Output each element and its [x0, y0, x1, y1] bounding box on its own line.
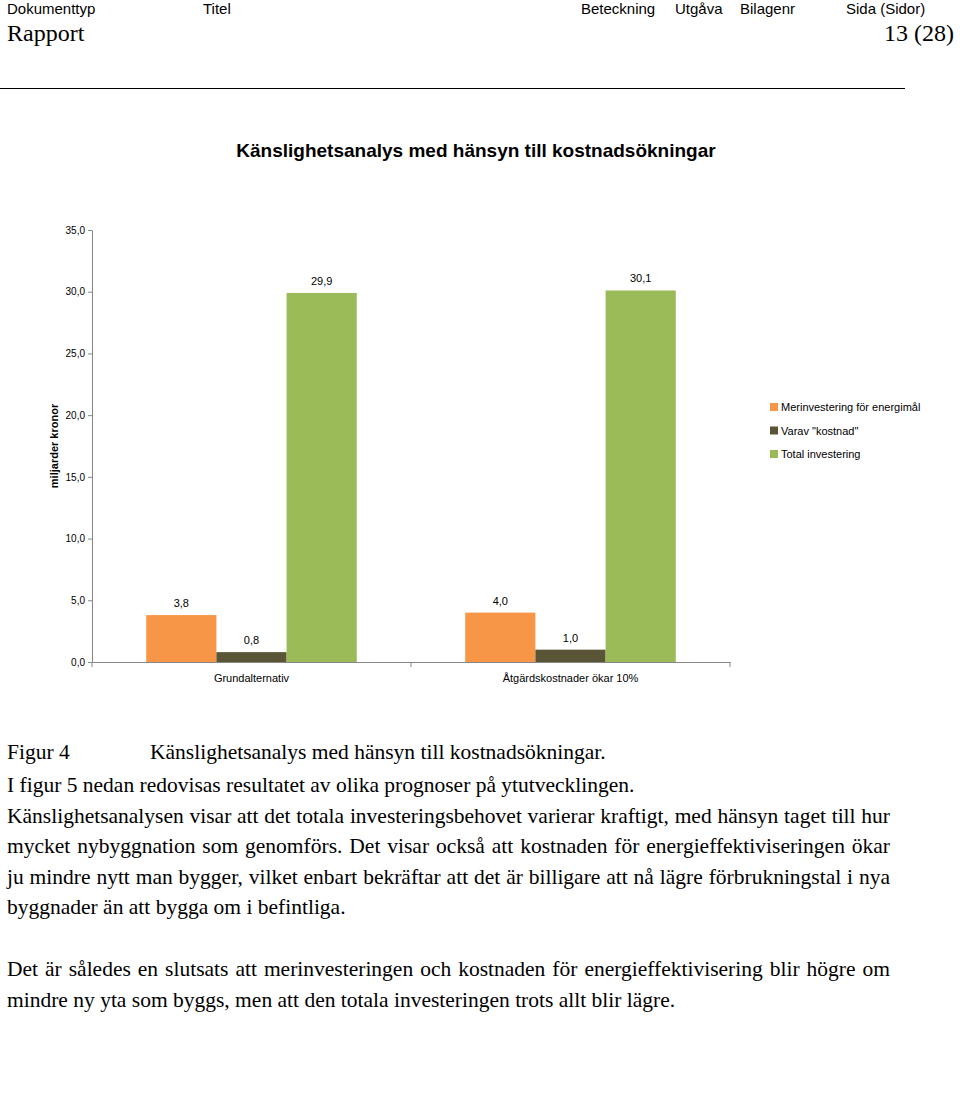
header-field: Utgåva: [675, 0, 723, 17]
y-tick: 25,0: [66, 348, 92, 359]
y-tick: 20,0: [66, 410, 92, 421]
x-tick-label: Åtgärdskostnader ökar 10%: [503, 672, 639, 684]
legend-swatch: [770, 403, 778, 411]
data-labels: 3,8 4,0 0,8 1,0 29,9 30,1: [174, 272, 652, 646]
y-tick: 0,0: [71, 657, 92, 668]
legend-entry: Total investering: [770, 448, 861, 460]
legend-entry: Merinvestering för energimål: [770, 401, 920, 413]
y-tick-mark: [88, 477, 92, 478]
y-tick-mark: [88, 230, 92, 231]
data-label: 3,8: [174, 597, 189, 609]
header-field: Dokumenttyp: [7, 0, 95, 17]
bar: [606, 290, 676, 662]
y-tick-mark: [88, 600, 92, 601]
header-rule: [0, 88, 905, 89]
data-label: 1,0: [563, 632, 578, 644]
header-field: Beteckning: [581, 0, 655, 17]
y-tick: 10,0: [66, 533, 92, 544]
legend: Merinvestering för energimål Varav "kostn…: [770, 401, 920, 460]
chart: Känslighetsanalys med hänsyn till kostna…: [0, 100, 960, 700]
x-tick-mark: [730, 662, 731, 667]
y-axis-line: [92, 231, 93, 663]
y-tick-mark: [88, 292, 92, 293]
y-axis-title: miljarder kronor: [48, 403, 60, 488]
legend-entry: Varav "kostnad": [770, 425, 858, 437]
paragraph: Känslighetsanalysen visar att det totala…: [7, 801, 890, 923]
x-tick-mark: [411, 662, 412, 667]
y-tick-label: 25,0: [66, 348, 86, 359]
x-axis: Grundalternativ Åtgärdskostnader ökar 10%: [92, 662, 731, 684]
x-tick-mark: [92, 662, 93, 667]
y-tick-mark: [88, 353, 92, 354]
bar: [465, 613, 535, 662]
figure-caption: Känslighetsanalys med hänsyn till kostna…: [150, 740, 606, 765]
legend-swatch: [770, 427, 778, 435]
bar: [535, 650, 605, 662]
data-label: 29,9: [311, 275, 332, 287]
chart-title: Känslighetsanalys med hänsyn till kostna…: [236, 140, 716, 161]
legend-label: Total investering: [781, 448, 861, 460]
y-tick-label: 0,0: [71, 657, 85, 668]
y-tick-label: 10,0: [66, 533, 86, 544]
y-tick-label: 15,0: [66, 472, 86, 483]
data-label: 4,0: [493, 595, 508, 607]
body-text: I figur 5 nedan redovisas resultatet av …: [7, 770, 890, 1015]
data-label: 0,8: [244, 634, 259, 646]
y-tick-label: 5,0: [71, 595, 85, 606]
paragraph: I figur 5 nedan redovisas resultatet av …: [7, 770, 890, 801]
header-field: Sida (Sidor): [846, 0, 925, 17]
y-tick-mark: [88, 662, 92, 663]
figure-label: Figur 4: [7, 740, 70, 765]
y-tick-mark: [88, 415, 92, 416]
y-tick-mark: [88, 539, 92, 540]
legend-label: Varav "kostnad": [781, 425, 858, 437]
bar: [146, 615, 216, 662]
header-field: Titel: [203, 0, 231, 17]
x-tick: Åtgärdskostnader ökar 10%: [503, 672, 639, 684]
y-axis: 0,0 5,0 10,0 15,0 20,0 25,0 30,0 35,0: [66, 225, 93, 668]
y-tick-label: 20,0: [66, 410, 86, 421]
legend-swatch: [770, 450, 778, 458]
paragraph: Det är således en slutsats att merinvest…: [7, 954, 890, 1015]
y-tick: 5,0: [71, 595, 92, 606]
y-tick: 15,0: [66, 472, 92, 483]
legend-label: Merinvestering för energimål: [781, 401, 920, 413]
data-label: 30,1: [630, 272, 651, 284]
bar: [287, 293, 357, 662]
y-tick: 35,0: [66, 225, 92, 236]
y-tick-label: 35,0: [66, 225, 86, 236]
bar: [216, 652, 286, 662]
x-tick-label: Grundalternativ: [214, 672, 290, 684]
y-tick-label: 30,0: [66, 286, 86, 297]
x-tick: Grundalternativ: [214, 672, 290, 684]
y-tick: 30,0: [66, 286, 92, 297]
document-type: Rapport: [7, 20, 84, 47]
header-field: Bilagenr: [740, 0, 795, 17]
bars: [146, 290, 676, 662]
page-number: 13 (28): [884, 20, 954, 47]
